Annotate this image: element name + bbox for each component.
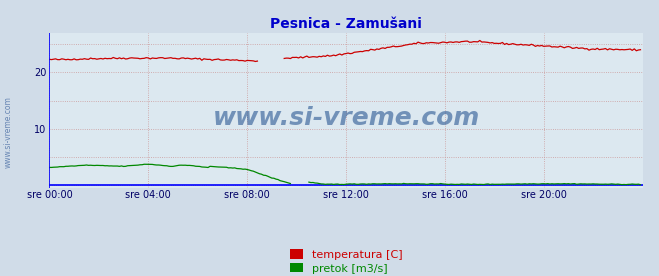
Legend: temperatura [C], pretok [m3/s]: temperatura [C], pretok [m3/s] [285, 245, 407, 276]
Text: www.si-vreme.com: www.si-vreme.com [3, 97, 13, 168]
Title: Pesnica - Zamušani: Pesnica - Zamušani [270, 17, 422, 31]
Text: www.si-vreme.com: www.si-vreme.com [212, 106, 480, 130]
